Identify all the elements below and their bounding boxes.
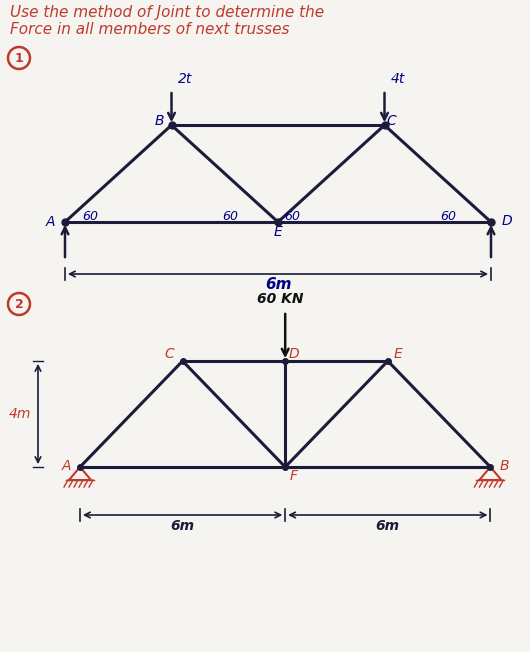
Text: F: F bbox=[290, 469, 298, 483]
Text: D: D bbox=[288, 347, 299, 361]
Text: Force in all members of next trusses: Force in all members of next trusses bbox=[10, 22, 289, 37]
Text: 6m: 6m bbox=[265, 277, 292, 292]
Text: C: C bbox=[387, 113, 396, 128]
Text: B: B bbox=[154, 113, 164, 128]
Text: Use the method of Joint to determine the: Use the method of Joint to determine the bbox=[10, 5, 324, 20]
Text: B: B bbox=[499, 458, 509, 473]
Text: 60: 60 bbox=[284, 211, 300, 224]
Text: 60 KN: 60 KN bbox=[257, 292, 304, 306]
Text: A: A bbox=[46, 215, 56, 229]
Text: 60: 60 bbox=[82, 211, 98, 224]
Text: E: E bbox=[394, 347, 402, 361]
Text: 4t: 4t bbox=[391, 72, 405, 86]
Text: A: A bbox=[61, 458, 71, 473]
Text: 60: 60 bbox=[440, 211, 456, 224]
Text: 6m: 6m bbox=[171, 519, 195, 533]
Text: 6m: 6m bbox=[376, 519, 400, 533]
Text: C: C bbox=[164, 347, 174, 361]
Text: 1: 1 bbox=[15, 52, 23, 65]
Text: 2t: 2t bbox=[178, 72, 192, 86]
Text: 2: 2 bbox=[15, 297, 23, 310]
Text: D: D bbox=[502, 215, 513, 228]
Text: 4m: 4m bbox=[9, 407, 31, 421]
Text: E: E bbox=[273, 225, 282, 239]
Text: 60: 60 bbox=[222, 211, 238, 224]
